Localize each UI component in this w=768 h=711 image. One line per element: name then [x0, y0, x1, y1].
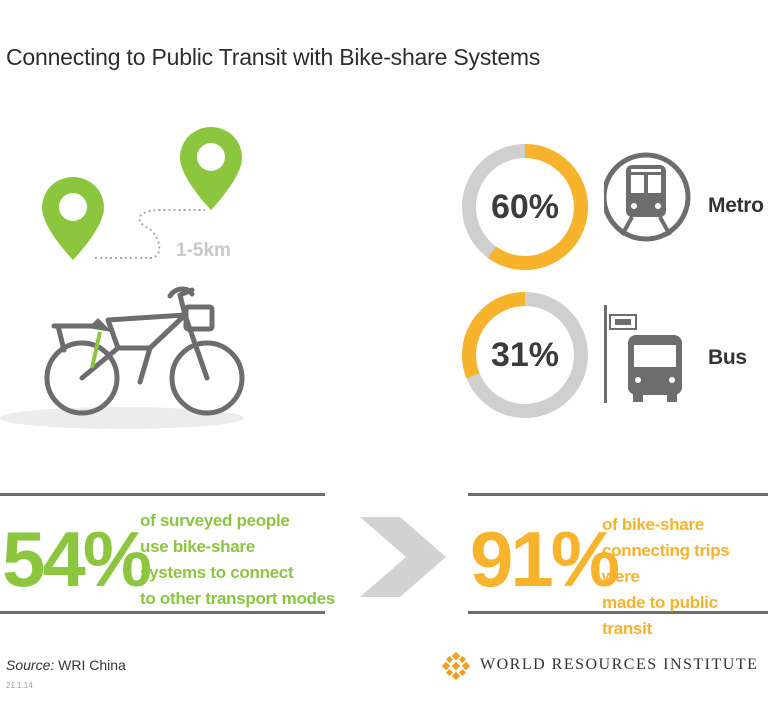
- ring-value: [462, 292, 588, 418]
- chevron-right-icon: [360, 517, 446, 597]
- ring-value: [462, 144, 588, 270]
- bus-percent: 31%: [490, 336, 560, 374]
- divider: [0, 611, 325, 614]
- graphic-code: 21.1.14: [6, 681, 33, 690]
- bike-seat: [88, 318, 112, 332]
- stat-line: of surveyed people: [140, 511, 290, 530]
- stat-line: systems to connect: [140, 563, 294, 582]
- ground-shadow: [0, 407, 244, 429]
- stat-54-description: of surveyed people use bike-share system…: [140, 508, 335, 612]
- route-path: [95, 209, 205, 259]
- location-pin-icon: [42, 177, 104, 260]
- metro-train-icon: [604, 152, 691, 242]
- stat-91-value: 91%: [470, 515, 620, 603]
- stat-line: to other transport modes: [140, 589, 335, 608]
- bus-donut: [462, 292, 588, 418]
- divider: [468, 611, 768, 614]
- stat-54-value: 54%: [2, 515, 152, 603]
- bus-stop-icon: [604, 305, 682, 403]
- metro-percent: 60%: [490, 188, 560, 226]
- divider: [468, 493, 768, 496]
- stat-line: use bike-share: [140, 537, 255, 556]
- bike-accent: [90, 331, 102, 369]
- stat-line: connecting trips were: [602, 541, 730, 586]
- stat-91-description: of bike-share connecting trips were made…: [602, 512, 768, 642]
- organization-name: WORLD RESOURCES INSTITUTE: [480, 656, 759, 673]
- source-note: Source: WRI China: [6, 657, 126, 673]
- location-pin-icon: [180, 127, 242, 210]
- bicycle-icon: [44, 286, 245, 416]
- bus-label: Bus: [708, 346, 747, 369]
- metro-label: Metro: [708, 194, 764, 217]
- bike-illustration: [0, 127, 245, 429]
- stat-line: made to public transit: [602, 593, 718, 638]
- stat-line: of bike-share: [602, 515, 704, 534]
- metro-donut: [462, 144, 588, 270]
- wri-logo-icon: [442, 652, 470, 680]
- infographic-title: Connecting to Public Transit with Bike-s…: [6, 44, 541, 70]
- distance-label: 1-5km: [176, 240, 231, 261]
- divider: [0, 493, 325, 496]
